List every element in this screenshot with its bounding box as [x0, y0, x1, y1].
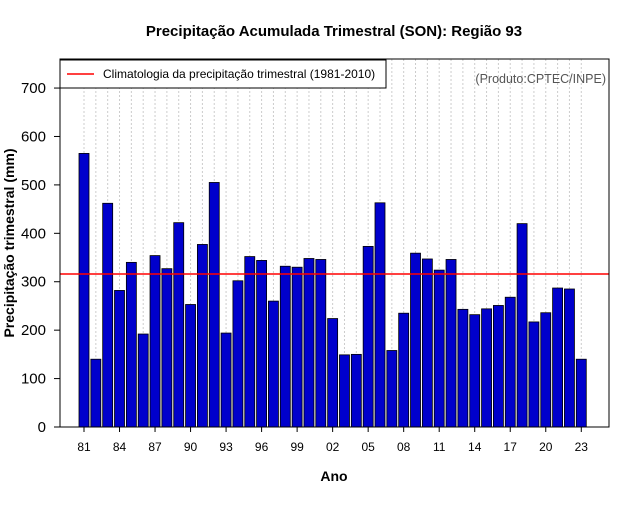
bar-1994 — [232, 280, 244, 428]
x-tick-label: 96 — [255, 440, 269, 454]
x-tick-label: 99 — [290, 440, 304, 454]
x-tick-label: 20 — [539, 440, 553, 454]
x-tick-label: 05 — [361, 440, 375, 454]
x-tick-label: 87 — [148, 440, 162, 454]
bar-2016 — [492, 305, 504, 428]
bar-2020 — [540, 312, 552, 428]
y-tick-label: 100 — [21, 371, 46, 388]
x-tick-label: 90 — [184, 440, 198, 454]
bar-2015 — [481, 308, 492, 428]
x-tick-label: 14 — [468, 440, 482, 454]
x-tick-label: 81 — [77, 440, 91, 454]
bar-1983 — [102, 202, 114, 428]
bar-2023 — [575, 358, 587, 428]
bar-2011 — [433, 269, 445, 428]
bar-1987 — [149, 255, 161, 428]
legend-box — [59, 59, 387, 89]
legend-label: Climatologia da precipitação trimestral … — [103, 67, 375, 81]
x-tick-label: 02 — [326, 440, 340, 454]
bar-2008 — [398, 312, 410, 428]
bar-1999 — [291, 266, 303, 428]
bar-1988 — [161, 268, 173, 428]
plot-frame — [59, 58, 610, 428]
y-axis-label: Precipitação trimestral (mm) — [1, 148, 17, 337]
y-tick-label: 400 — [21, 225, 46, 242]
bar-1989 — [173, 222, 185, 428]
y-tick-label: 300 — [21, 274, 46, 291]
grid-layer — [83, 59, 582, 427]
bar-1992 — [208, 182, 220, 428]
bar-1986 — [137, 333, 149, 428]
bar-2003 — [339, 354, 350, 428]
bar-2001 — [315, 259, 327, 428]
bar-1990 — [185, 304, 196, 428]
bar-2006 — [374, 202, 386, 428]
bar-2022 — [564, 288, 575, 428]
x-tick-label: 08 — [397, 440, 411, 454]
bar-1982 — [90, 358, 102, 428]
y-tick-label: 500 — [21, 177, 46, 194]
x-tick-label: 17 — [504, 440, 518, 454]
x-tick-label: 93 — [219, 440, 233, 454]
bar-1985 — [125, 261, 137, 428]
bar-2007 — [386, 350, 398, 428]
x-tick-label: 84 — [113, 440, 127, 454]
bar-2009 — [410, 252, 421, 428]
chart-title: Precipitação Acumulada Trimestral (SON):… — [146, 23, 522, 40]
legend: Climatologia da precipitação trimestral … — [59, 59, 387, 89]
bar-2017 — [504, 296, 516, 428]
x-axis-label: Ano — [320, 468, 347, 484]
bar-1991 — [196, 244, 208, 428]
bar-2012 — [445, 259, 457, 428]
bar-2004 — [350, 353, 362, 428]
y-axis: 0 100 200 300 400 500 600 700 — [21, 80, 60, 436]
x-tick-label: 11 — [433, 440, 446, 454]
y-tick-label: 700 — [21, 80, 46, 97]
bar-1996 — [256, 260, 268, 428]
y-tick-label: 600 — [21, 128, 46, 145]
bar-2021 — [552, 287, 563, 428]
bar-2013 — [457, 308, 469, 428]
bar-2000 — [303, 258, 315, 428]
bar-1984 — [114, 290, 125, 428]
bar-2018 — [516, 223, 528, 428]
bar-2010 — [421, 258, 433, 428]
bar-2019 — [528, 321, 540, 428]
bar-1995 — [244, 256, 256, 428]
bar-1998 — [279, 265, 291, 428]
bars-layer — [78, 153, 587, 428]
y-tick-label: 0 — [38, 419, 46, 436]
bar-1997 — [268, 300, 279, 428]
y-tick-label: 200 — [21, 322, 46, 339]
bar-1993 — [220, 332, 232, 428]
bar-2002 — [327, 318, 339, 428]
x-tick-label: 23 — [575, 440, 589, 454]
bar-2014 — [469, 314, 481, 428]
x-axis: 81 84 87 90 93 96 99 02 05 08 11 14 17 20 23 — [77, 427, 588, 454]
bar-1981 — [78, 153, 90, 428]
source-annotation: (Produto:CPTEC/INPE) — [475, 72, 606, 86]
